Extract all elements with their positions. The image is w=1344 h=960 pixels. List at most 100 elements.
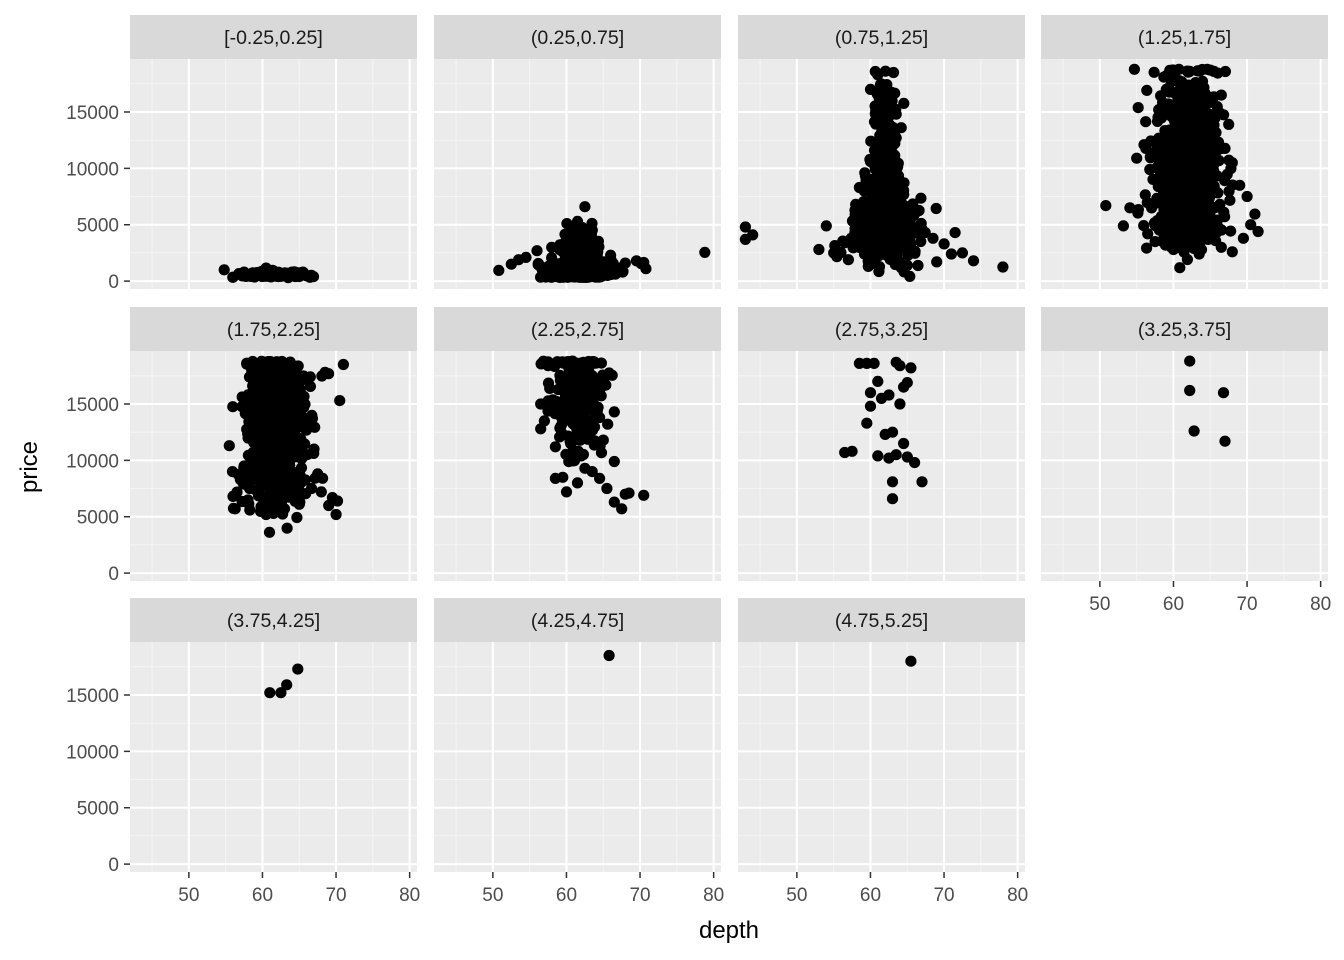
data-point xyxy=(264,478,276,490)
data-point xyxy=(1164,142,1176,154)
data-point xyxy=(1184,384,1196,397)
data-point xyxy=(594,472,606,484)
data-point xyxy=(551,395,563,408)
data-point xyxy=(334,395,346,407)
data-point xyxy=(901,259,913,271)
data-point xyxy=(227,401,239,413)
data-point xyxy=(883,142,895,154)
x-tick-label: 80 xyxy=(399,885,420,906)
data-point xyxy=(290,469,302,481)
data-point xyxy=(538,415,551,427)
data-point xyxy=(1196,188,1208,200)
data-point xyxy=(882,108,894,120)
facet-panel: (2.25,2.75] xyxy=(434,307,721,581)
data-point xyxy=(616,262,628,274)
data-point xyxy=(864,400,877,412)
data-point xyxy=(326,492,338,504)
data-point xyxy=(1174,218,1186,230)
data-point xyxy=(1215,89,1227,101)
data-point xyxy=(1173,63,1185,75)
data-point xyxy=(1218,109,1230,121)
data-point xyxy=(885,207,898,219)
data-point xyxy=(872,69,884,81)
data-point xyxy=(1203,227,1215,239)
data-point xyxy=(304,417,316,429)
data-point xyxy=(1200,141,1212,153)
data-point xyxy=(857,212,869,224)
data-point xyxy=(535,398,547,410)
x-tick-label: 50 xyxy=(1089,594,1110,615)
panel-background xyxy=(130,642,417,872)
facet-strip-label: (3.75,4.25] xyxy=(227,610,320,632)
data-point xyxy=(1234,179,1246,191)
data-point xyxy=(608,496,620,508)
data-point xyxy=(1183,184,1195,196)
data-point xyxy=(337,358,349,371)
data-point xyxy=(1164,73,1176,85)
data-point xyxy=(1193,125,1205,137)
facet-strip-label: (2.25,2.75] xyxy=(531,319,624,341)
data-point xyxy=(571,361,583,373)
panel-background xyxy=(738,351,1025,581)
y-tick-label: 0 xyxy=(108,564,119,585)
data-point xyxy=(586,356,598,368)
data-point xyxy=(592,401,604,413)
facet-strip xyxy=(130,598,417,642)
data-point xyxy=(1204,165,1216,177)
data-point xyxy=(895,177,907,190)
data-point xyxy=(585,268,597,280)
data-point xyxy=(304,371,316,383)
data-point xyxy=(583,256,595,269)
data-point xyxy=(554,431,566,443)
data-point xyxy=(1211,214,1224,226)
data-point xyxy=(593,258,605,271)
data-point xyxy=(949,227,961,239)
data-point xyxy=(254,357,266,369)
data-point xyxy=(1179,148,1191,160)
data-point xyxy=(218,264,230,276)
data-point xyxy=(640,263,652,275)
data-point xyxy=(1188,425,1200,437)
data-point xyxy=(905,362,917,374)
data-point xyxy=(266,436,279,448)
facet-strip xyxy=(434,15,721,59)
y-tick-label: 0 xyxy=(108,855,119,876)
data-point xyxy=(282,382,294,394)
data-point xyxy=(298,390,310,403)
panel-background xyxy=(130,59,417,289)
data-point xyxy=(1212,136,1225,148)
data-point xyxy=(315,486,327,498)
data-point xyxy=(905,219,917,231)
data-point xyxy=(638,489,650,501)
data-point xyxy=(909,457,921,469)
facet-strip xyxy=(434,598,721,642)
facet-strip xyxy=(738,307,1025,351)
data-point xyxy=(898,97,910,109)
y-tick-label: 15000 xyxy=(66,103,119,124)
data-point xyxy=(1197,114,1209,126)
data-point xyxy=(575,450,587,462)
data-point xyxy=(557,471,569,483)
data-point xyxy=(886,238,898,250)
data-point xyxy=(864,387,877,399)
data-point xyxy=(249,377,261,389)
data-point xyxy=(1161,200,1173,212)
data-point xyxy=(573,393,585,405)
data-point xyxy=(238,460,250,472)
data-point xyxy=(1117,220,1129,232)
data-point xyxy=(898,437,910,450)
data-point xyxy=(861,417,873,429)
data-point xyxy=(276,400,288,412)
data-point xyxy=(538,270,550,283)
data-point xyxy=(1148,66,1160,78)
data-point xyxy=(281,423,293,435)
facet-strip xyxy=(130,307,417,351)
facet-strip xyxy=(738,15,1025,59)
data-point xyxy=(1189,231,1201,243)
data-point xyxy=(273,472,285,484)
data-point xyxy=(1128,63,1140,75)
data-point xyxy=(1187,80,1199,92)
data-point xyxy=(585,420,598,432)
data-point xyxy=(876,208,888,220)
